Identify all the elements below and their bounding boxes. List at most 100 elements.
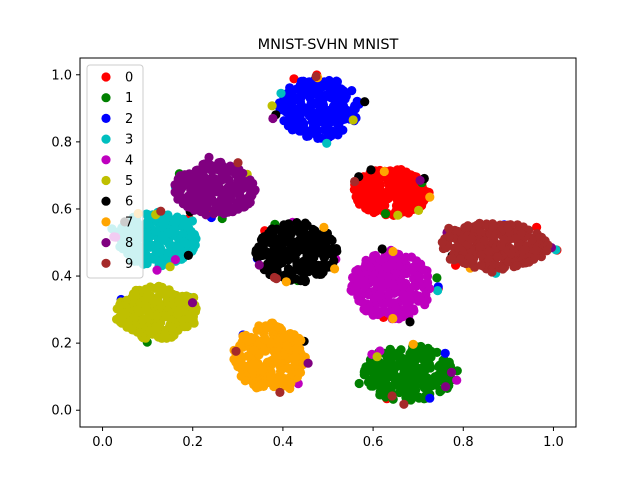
data-point <box>385 344 395 354</box>
data-point <box>383 372 393 382</box>
data-point <box>291 344 301 355</box>
data-point <box>413 271 423 281</box>
y-tick-label: 0.4 <box>51 270 72 285</box>
data-point <box>444 357 454 367</box>
data-point <box>134 328 144 338</box>
data-point <box>363 194 373 204</box>
data-point <box>433 286 443 296</box>
series-5 <box>112 101 424 362</box>
data-point <box>431 379 441 389</box>
data-point <box>262 323 272 333</box>
data-point <box>510 234 520 244</box>
series-4 <box>109 217 462 389</box>
legend-label: 8 <box>125 236 133 251</box>
data-point <box>377 282 387 293</box>
data-point <box>259 381 269 391</box>
data-point <box>235 190 245 200</box>
data-point <box>356 275 366 285</box>
legend-marker <box>101 175 111 186</box>
data-point <box>204 152 214 162</box>
data-point <box>446 367 457 377</box>
data-point <box>366 165 376 175</box>
data-point <box>381 191 392 201</box>
legend-marker <box>101 93 111 103</box>
data-point <box>383 272 393 282</box>
data-point <box>371 305 381 315</box>
data-point <box>413 370 423 381</box>
data-point <box>393 210 403 220</box>
data-point <box>142 229 152 239</box>
legend-marker <box>101 196 111 206</box>
data-point <box>506 248 516 259</box>
data-point <box>423 277 433 288</box>
data-point <box>350 176 360 187</box>
data-point <box>186 185 196 195</box>
data-point <box>218 172 228 182</box>
data-point <box>165 262 175 272</box>
data-point <box>414 292 425 302</box>
data-point <box>388 279 398 289</box>
data-point <box>187 298 198 308</box>
data-point <box>242 193 252 203</box>
data-point <box>380 209 391 219</box>
data-point <box>163 238 173 248</box>
data-point <box>286 240 296 250</box>
data-point <box>300 103 311 113</box>
legend-label: 5 <box>125 174 133 189</box>
data-point <box>322 138 332 148</box>
ticks-layer: 0.0 0.2 0.4 0.6 0.8 1.0 0.0 0.2 0.4 0.6 0.8 1.0 <box>51 68 563 450</box>
data-point <box>330 264 340 274</box>
data-point <box>393 191 404 201</box>
data-point <box>419 265 429 275</box>
data-point <box>160 329 170 339</box>
data-point <box>289 74 299 84</box>
data-point <box>417 194 427 204</box>
data-point <box>361 203 371 213</box>
data-point <box>336 84 346 94</box>
data-point <box>209 209 219 219</box>
data-point <box>112 314 122 324</box>
legend-label: 2 <box>125 112 133 127</box>
data-point <box>531 245 541 255</box>
data-point <box>315 89 325 99</box>
x-tick-label: 0.8 <box>453 435 474 450</box>
data-point <box>432 347 442 357</box>
data-point <box>266 371 276 381</box>
data-point <box>360 304 370 314</box>
data-point <box>303 358 313 368</box>
data-point <box>272 350 282 360</box>
data-point <box>391 362 402 372</box>
y-tick-label: 0.8 <box>51 135 72 150</box>
data-point <box>498 264 508 274</box>
data-point <box>240 376 250 386</box>
data-point <box>476 260 486 270</box>
data-point <box>206 196 216 206</box>
data-point <box>283 363 293 373</box>
data-point <box>291 352 301 362</box>
data-point <box>404 291 414 302</box>
data-point <box>296 276 306 286</box>
data-point <box>365 262 375 272</box>
data-point <box>265 262 275 272</box>
legend-label: 0 <box>125 71 133 86</box>
data-point <box>493 252 503 262</box>
series-7 <box>133 73 475 394</box>
data-point <box>524 257 534 267</box>
data-point <box>267 228 277 238</box>
data-point <box>447 253 457 263</box>
data-point <box>444 231 454 241</box>
data-point <box>396 372 406 382</box>
data-point <box>228 207 238 217</box>
data-point <box>360 97 370 107</box>
series-0 <box>184 70 562 404</box>
legend-item-3: 3 <box>101 133 133 148</box>
data-point <box>257 241 267 251</box>
data-point <box>406 252 417 262</box>
data-point <box>176 215 187 225</box>
legend-item-4: 4 <box>101 153 133 168</box>
data-point <box>226 194 236 204</box>
data-point <box>246 334 256 344</box>
data-point <box>268 113 278 124</box>
data-point <box>283 88 293 98</box>
